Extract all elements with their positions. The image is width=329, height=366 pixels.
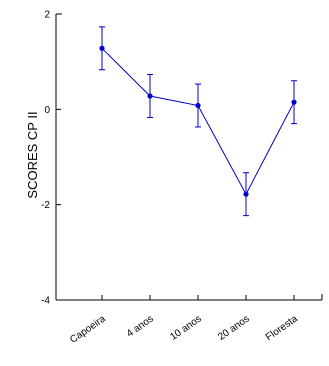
- data-point: [291, 99, 297, 105]
- x-tick-label: 20 anos: [216, 313, 251, 342]
- y-tick-label: 0: [44, 105, 50, 116]
- y-tick-label: 2: [44, 10, 50, 21]
- x-tick-label: Capoeira: [68, 313, 108, 346]
- x-axis: Capoeira 4 anos 10 anos 20 anos Floresta: [68, 295, 300, 346]
- data-point: [195, 102, 201, 109]
- x-tick-label: 4 anos: [125, 313, 156, 339]
- x-tick-label: 10 anos: [168, 313, 203, 342]
- y-axis-title: SCORES CP II: [25, 111, 40, 198]
- data-point: [147, 93, 153, 99]
- series: [99, 26, 297, 217]
- data-point: [99, 45, 105, 51]
- data-point: [243, 191, 249, 197]
- y-axis: 2 0 -2 -4: [41, 10, 61, 307]
- y-tick-label: -4: [41, 296, 50, 307]
- y-tick-label: -2: [41, 200, 50, 211]
- plot-frame: [55, 13, 323, 301]
- x-tick-label: Floresta: [264, 313, 300, 343]
